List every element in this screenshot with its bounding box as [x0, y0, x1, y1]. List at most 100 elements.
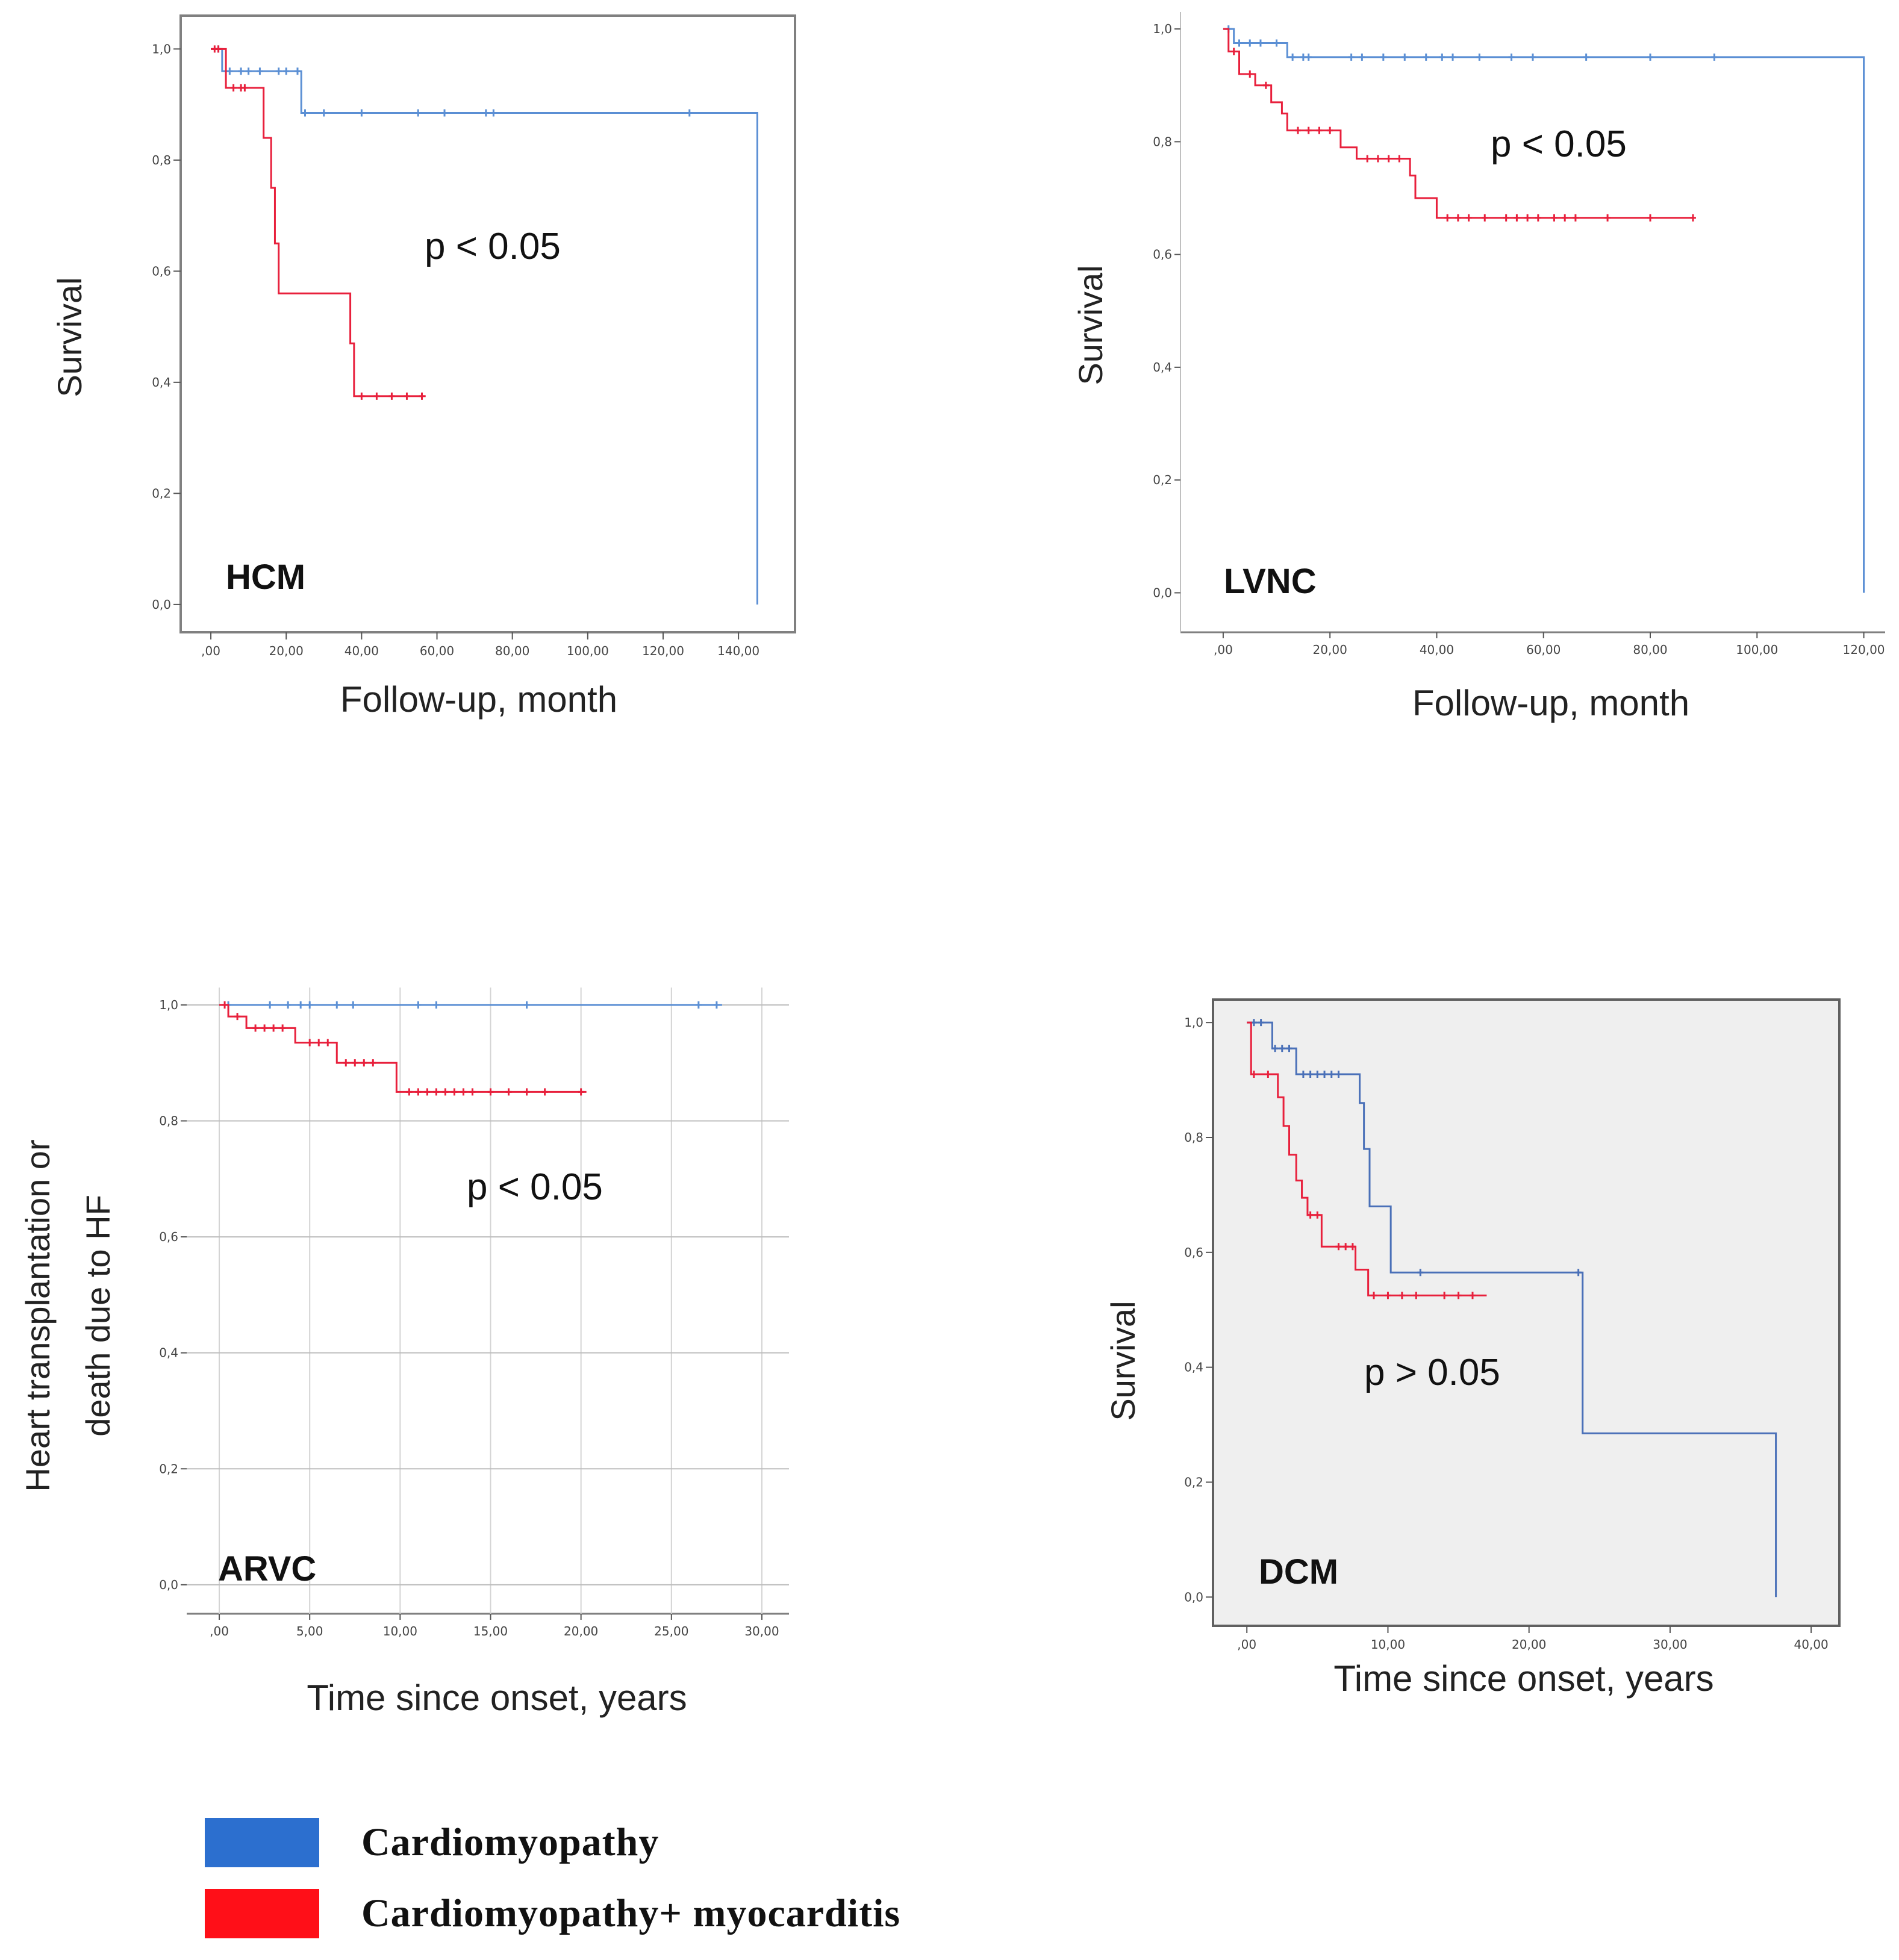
hcm-survival-chart: 0,0 0,2 0,4 0,6 0,8 1,0 ,00 20,00 40,00 60,00 80,0… [51, 14, 796, 720]
censor-mark [1364, 155, 1371, 163]
censor-mark [578, 1088, 584, 1096]
y-tick-label: 0,8 [152, 153, 171, 167]
censor-mark [1257, 39, 1264, 47]
censor-mark [460, 1088, 467, 1096]
censor-mark [1236, 39, 1243, 47]
censor-mark [226, 67, 233, 75]
censor-mark [1349, 1243, 1356, 1251]
censor-mark [1444, 214, 1451, 222]
y-tick-label: 0,8 [1184, 1130, 1203, 1145]
x-tick-label: 10,00 [383, 1624, 417, 1638]
x-tick-label: 30,00 [1653, 1637, 1687, 1652]
legend-swatch-blue [205, 1818, 319, 1867]
panel-label: ARVC [218, 1549, 316, 1588]
y-tick-label: 1,0 [159, 998, 178, 1012]
censor-mark [1402, 53, 1408, 61]
censor-mark [270, 1024, 277, 1032]
x-tick-label: 40,00 [345, 644, 379, 658]
censor-mark [1328, 1071, 1335, 1078]
censor-mark [1396, 155, 1403, 163]
y-tick-label: 1,0 [1153, 22, 1172, 36]
censor-mark [370, 1059, 376, 1067]
censor-mark [523, 1088, 530, 1096]
censor-mark [1371, 1292, 1377, 1299]
plot-area-frame [1186, 12, 1885, 633]
p-value-label: p > 0.05 [1364, 1352, 1500, 1393]
censor-mark [1314, 1211, 1321, 1219]
censor-mark [1551, 214, 1558, 222]
myocarditis-survival-line [1223, 28, 1693, 219]
censor-mark [294, 67, 301, 75]
censor-mark [350, 1001, 357, 1009]
censor-mark [1417, 1269, 1424, 1277]
censor-mark [1314, 1071, 1321, 1078]
y-tick-label: 0,6 [1153, 247, 1172, 262]
censor-mark [373, 392, 380, 400]
y-tick-label: 1,0 [152, 42, 171, 56]
censor-mark [441, 109, 448, 117]
y-tick-label: 0,4 [1153, 360, 1172, 375]
censor-mark [1307, 1211, 1314, 1219]
y-tick-label: 0,2 [159, 1461, 178, 1476]
cardiomyopathy-survival-line [1223, 28, 1865, 593]
censor-mark [279, 1024, 286, 1032]
censor-mark [1455, 1292, 1462, 1299]
censor-mark [1335, 1243, 1342, 1251]
censor-mark [1359, 53, 1365, 61]
censor-mark [505, 1088, 512, 1096]
x-tick-label: 60,00 [420, 644, 454, 658]
censor-mark [1279, 1045, 1285, 1053]
legend-swatch-red [205, 1889, 319, 1938]
censor-mark [358, 392, 365, 400]
censor-mark [442, 1088, 449, 1096]
censor-mark [1305, 126, 1312, 134]
x-tick-label: 120,00 [1843, 642, 1885, 657]
x-axis-label: Time since onset, years [1333, 1658, 1713, 1699]
myocarditis-survival-line [1247, 1021, 1487, 1296]
y-tick-label: 0,2 [1153, 473, 1172, 487]
censor-mark [1711, 53, 1718, 61]
censor-mark [1647, 53, 1653, 61]
x-tick-label: 30,00 [744, 1624, 779, 1638]
x-tick-label: 20,00 [564, 1624, 598, 1638]
censor-mark [1273, 39, 1280, 47]
censor-mark [490, 109, 497, 117]
censor-mark [316, 1039, 322, 1047]
y-tick-label: 0,6 [159, 1230, 178, 1244]
censor-mark [1441, 1292, 1448, 1299]
censor-mark [307, 1001, 313, 1009]
p-value-label: p < 0.05 [1491, 123, 1627, 165]
censor-mark [320, 109, 327, 117]
x-axis-label: Follow-up, month [340, 679, 617, 720]
censor-mark [215, 45, 222, 53]
arvc-survival-chart: 0,0 0,2 0,4 0,6 0,8 1,0 ,00 5,00 10,00 15,00 20,00… [19, 988, 789, 1718]
censor-mark [1265, 1071, 1271, 1078]
x-tick-label: ,00 [1214, 642, 1233, 657]
y-tick-label: 0,6 [1184, 1245, 1203, 1260]
censor-mark [245, 67, 252, 75]
censor-mark [1385, 1292, 1391, 1299]
y-axis-label: Survival [1104, 1301, 1142, 1420]
censor-mark [325, 1039, 331, 1047]
y-tick-label: 0,2 [1184, 1475, 1203, 1489]
censor-mark [1604, 214, 1611, 222]
x-tick-label: ,00 [1237, 1637, 1256, 1652]
y-tick-label: 0,2 [152, 486, 171, 500]
panel-label: DCM [1259, 1552, 1338, 1591]
y-tick-label: 0,8 [1153, 134, 1172, 149]
censor-mark [1385, 155, 1392, 163]
censor-mark [1305, 53, 1312, 61]
censor-mark [1321, 1071, 1328, 1078]
x-tick-label: 40,00 [1420, 642, 1454, 657]
censor-mark [1316, 126, 1323, 134]
x-tick-label: ,00 [201, 644, 220, 658]
y-axis-label-line1: Heart transplantation or [19, 1139, 57, 1492]
y-tick-label: 0,4 [152, 375, 171, 390]
x-tick-label: ,00 [210, 1624, 229, 1638]
censor-mark [1469, 1292, 1476, 1299]
censor-mark [1230, 48, 1237, 55]
censor-mark [1258, 1019, 1264, 1027]
censor-mark [222, 1001, 228, 1009]
dcm-survival-chart: 0,0 0,2 0,4 0,6 0,8 1,0 ,00 10,00 20,00 30,00 40,0… [1104, 998, 1841, 1699]
x-tick-label: 100,00 [1736, 642, 1778, 657]
